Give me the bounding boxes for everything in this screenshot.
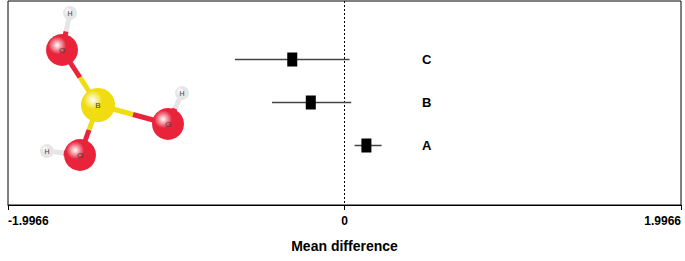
svg-text:Mean difference: Mean difference <box>291 238 398 254</box>
svg-text:O: O <box>59 46 65 55</box>
svg-text:C: C <box>422 52 432 67</box>
svg-text:1.9966: 1.9966 <box>644 214 681 228</box>
svg-text:B: B <box>422 95 431 110</box>
svg-text:O: O <box>165 120 171 129</box>
svg-text:-1.9966: -1.9966 <box>8 214 49 228</box>
svg-text:O: O <box>77 151 83 160</box>
svg-text:H: H <box>179 90 184 97</box>
svg-text:H: H <box>67 10 72 17</box>
svg-text:A: A <box>422 138 432 153</box>
svg-text:0: 0 <box>341 214 348 228</box>
svg-text:H: H <box>44 148 49 155</box>
svg-text:B: B <box>95 101 100 110</box>
